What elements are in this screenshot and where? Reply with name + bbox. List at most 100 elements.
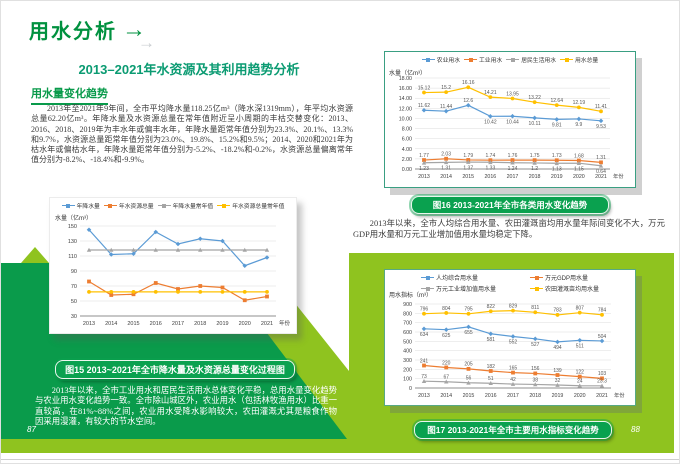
- svg-text:4.00: 4.00: [402, 147, 412, 153]
- figure16-caption: 图16 2013-2021年全市各类用水变化趋势: [411, 196, 609, 214]
- svg-text:2015: 2015: [127, 321, 139, 327]
- arrow-right-icon: →: [122, 15, 146, 43]
- chart15-plot: 150 130 110 90 70 50 30 2013 2014 2015 2016 2017 201…: [50, 198, 296, 337]
- svg-text:12.00: 12.00: [399, 106, 412, 112]
- svg-text:2015: 2015: [463, 393, 475, 399]
- svg-text:110: 110: [68, 254, 77, 260]
- svg-text:年份: 年份: [614, 391, 625, 399]
- svg-text:552: 552: [509, 340, 518, 346]
- chart-figure-16: 农业用水 工业用水 居民生活用水 用水总量 水量（亿m³） 18.00 16.00 14.…: [384, 51, 636, 188]
- svg-text:13.95: 13.95: [506, 91, 519, 97]
- svg-text:0.64: 0.64: [596, 169, 606, 175]
- svg-text:2016: 2016: [150, 321, 162, 327]
- svg-text:122: 122: [576, 369, 585, 375]
- svg-text:581: 581: [487, 337, 496, 343]
- legend-item: 工业用水: [464, 55, 502, 64]
- page-bottom-edge: [1, 459, 679, 460]
- svg-text:2019: 2019: [551, 174, 563, 180]
- svg-text:16.16: 16.16: [462, 80, 475, 86]
- svg-text:2013: 2013: [418, 393, 430, 399]
- svg-text:10.44: 10.44: [506, 119, 519, 125]
- svg-text:0.00: 0.00: [402, 167, 412, 173]
- svg-text:100: 100: [403, 377, 412, 383]
- svg-text:0: 0: [409, 386, 412, 392]
- svg-text:年份: 年份: [613, 172, 624, 180]
- legend-marker-icon: [560, 57, 573, 63]
- svg-text:103: 103: [598, 371, 607, 377]
- legend-item: 农田灌溉亩均用水量: [530, 284, 599, 293]
- legend-marker-icon: [217, 203, 231, 209]
- svg-text:11.62: 11.62: [418, 103, 430, 109]
- svg-text:15.2: 15.2: [441, 85, 451, 91]
- svg-text:42: 42: [510, 377, 516, 383]
- svg-text:655: 655: [464, 330, 473, 336]
- svg-text:10.00: 10.00: [399, 116, 412, 122]
- svg-text:600: 600: [403, 330, 412, 336]
- svg-text:900: 900: [403, 302, 412, 308]
- svg-text:2017: 2017: [507, 393, 519, 399]
- svg-text:130: 130: [68, 239, 77, 245]
- svg-text:11.41: 11.41: [595, 104, 607, 110]
- svg-text:784: 784: [598, 308, 607, 314]
- svg-text:9.81: 9.81: [552, 123, 562, 129]
- svg-text:182: 182: [487, 364, 496, 370]
- legend-item: 年水资源总量常年值: [217, 201, 284, 210]
- svg-text:32: 32: [555, 378, 561, 384]
- svg-text:150: 150: [68, 224, 77, 230]
- svg-text:1.23: 1.23: [419, 166, 429, 172]
- svg-text:1.77: 1.77: [419, 153, 429, 159]
- svg-text:2018: 2018: [529, 174, 541, 180]
- svg-text:494: 494: [553, 345, 562, 351]
- svg-text:16.00: 16.00: [399, 86, 412, 92]
- svg-text:2019: 2019: [216, 321, 228, 327]
- svg-text:1.37: 1.37: [463, 165, 473, 171]
- figure17-caption: 图17 2013-2021年全市主要用水指标变化趋势: [414, 421, 612, 439]
- svg-text:500: 500: [403, 339, 412, 345]
- chart16-plot: 18.00 16.00 14.00 12.00 10.00 8.00 6.00 4.00 2.0…: [385, 52, 634, 191]
- svg-text:800: 800: [403, 311, 412, 317]
- svg-text:700: 700: [403, 321, 412, 327]
- legend-label: 年水资源总量: [118, 204, 154, 210]
- legend-item: 万元GDP用水量: [530, 273, 599, 282]
- legend-marker-icon: [530, 275, 543, 281]
- legend-item: 年降水量常年值: [157, 201, 214, 210]
- svg-text:24: 24: [577, 379, 583, 385]
- svg-text:822: 822: [487, 304, 496, 310]
- legend-item: 年降水量: [61, 201, 100, 210]
- section-title: 2013–2021年水资源及其利用趋势分析: [78, 62, 300, 77]
- chart16-y-axis-label: 水量（亿m³）: [389, 71, 426, 77]
- svg-text:156: 156: [531, 366, 540, 372]
- legend-marker-icon: [157, 203, 171, 209]
- legend-label: 万元GDP用水量: [545, 276, 589, 282]
- subsection-label: 用水量变化趋势: [31, 85, 108, 105]
- legend-label: 工业用水: [479, 58, 503, 64]
- legend-marker-icon: [103, 203, 117, 209]
- svg-text:1.68: 1.68: [574, 153, 584, 159]
- svg-text:1.2: 1.2: [531, 166, 538, 172]
- svg-text:51: 51: [488, 376, 494, 382]
- chart15-y-axis-label: 水量（亿m³）: [55, 216, 92, 222]
- svg-text:2020: 2020: [573, 174, 585, 180]
- legend-label: 万元工业增加值用水量: [435, 287, 496, 293]
- legend-marker-icon: [420, 275, 434, 281]
- svg-text:1.76: 1.76: [508, 153, 518, 159]
- legend-marker-icon: [464, 57, 477, 63]
- svg-text:2.03: 2.03: [441, 152, 451, 158]
- svg-text:1.15: 1.15: [574, 166, 584, 172]
- legend-marker-icon: [530, 286, 543, 292]
- svg-text:811: 811: [531, 305, 539, 311]
- svg-text:15.12: 15.12: [418, 85, 431, 91]
- legend-label: 农田灌溉亩均用水量: [545, 287, 600, 293]
- svg-text:11.44: 11.44: [440, 104, 452, 110]
- legend-label: 用水总量: [575, 58, 599, 64]
- svg-text:504: 504: [598, 334, 607, 340]
- page-number-left: 87: [27, 425, 36, 434]
- svg-text:8.00: 8.00: [402, 127, 412, 133]
- svg-text:2020: 2020: [239, 321, 251, 327]
- svg-text:2016: 2016: [484, 174, 496, 180]
- svg-text:200: 200: [403, 367, 412, 373]
- legend-label: 年降水量常年值: [172, 204, 214, 210]
- left-paragraph-2: 2013年以来，全市工业用水和居民生活用水总体变化平稳，总用水量变化趋势与农业用…: [35, 386, 337, 427]
- legend-item: 农业用水: [421, 55, 460, 64]
